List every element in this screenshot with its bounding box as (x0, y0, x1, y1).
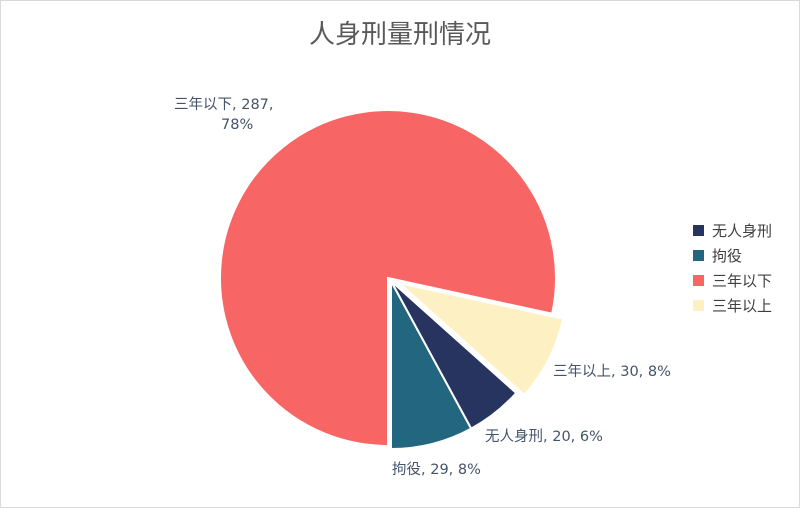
legend-item-wu-renshen-xing: 无人身刑 (693, 218, 772, 243)
legend-item-sannian-yishang: 三年以上 (693, 293, 772, 318)
pie-slice-sannian-yishang (395, 281, 565, 397)
legend-item-juyi: 拘役 (693, 243, 772, 268)
pie-slice-sannian-yixia (219, 109, 557, 448)
chart-title: 人身刑量刑情况 (308, 20, 491, 50)
pie-slice-wu-renshen-xing (390, 280, 518, 430)
data-label-sannian-yishang: 三年以上, 30, 8% (553, 363, 671, 380)
data-label-sannian-yixia-line-2: 78% (221, 117, 253, 133)
legend-item-sannian-yixia: 三年以下 (693, 268, 772, 293)
legend-swatch (693, 225, 704, 236)
legend-label: 三年以下 (712, 272, 773, 290)
legend-label: 拘役 (712, 247, 743, 265)
legend-swatch (693, 300, 704, 311)
data-label-wu-renshen-xing: 无人身刑, 20, 6% (485, 428, 603, 445)
legend: 无人身刑拘役三年以下三年以上 (693, 218, 772, 318)
data-label-juyi: 拘役, 29, 8% (392, 461, 481, 478)
legend-label: 无人身刑 (712, 222, 773, 240)
data-label-sannian-yixia-line-1: 三年以下, 287, (174, 96, 274, 113)
legend-swatch (693, 275, 704, 286)
legend-label: 三年以上 (712, 297, 773, 315)
legend-swatch (693, 250, 704, 261)
